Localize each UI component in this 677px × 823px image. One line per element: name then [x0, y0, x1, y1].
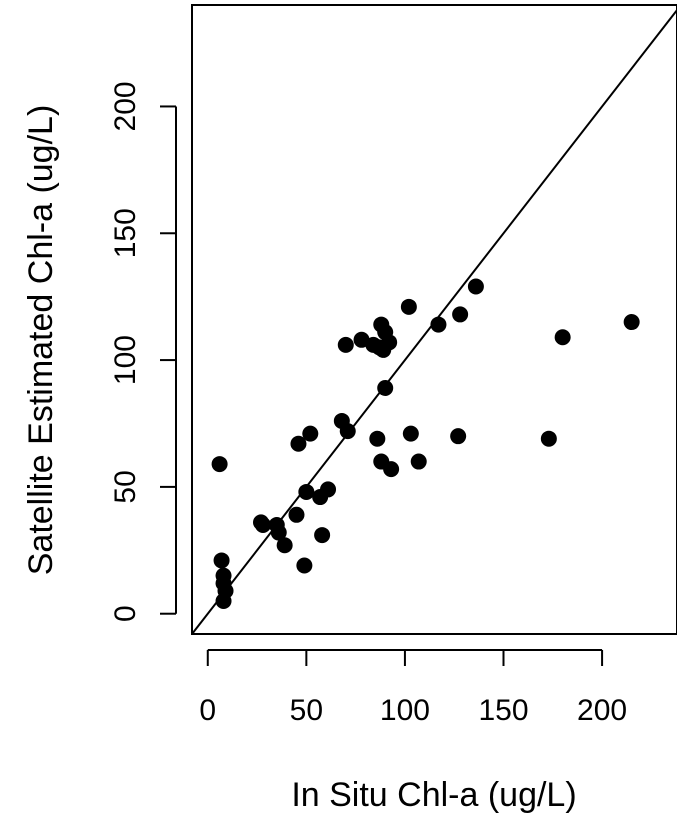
plot-area: [191, 9, 677, 635]
data-point: [400, 298, 417, 315]
data-point: [554, 329, 571, 346]
y-tick-label: 150: [109, 208, 142, 258]
plot-frame: [191, 4, 677, 635]
data-point: [337, 336, 354, 353]
x-tick-label: 200: [577, 694, 627, 727]
x-tick-label: 150: [478, 694, 528, 727]
data-point: [402, 425, 419, 442]
data-point: [314, 527, 331, 544]
data-point: [276, 537, 293, 554]
data-point: [377, 379, 394, 396]
data-point: [450, 428, 467, 445]
data-point: [339, 423, 356, 440]
data-point: [270, 524, 287, 541]
x-axis-title: In Situ Chl-a (ug/L): [291, 776, 576, 814]
data-point: [381, 334, 398, 351]
y-tick-label: 50: [109, 470, 142, 503]
y-tick-label: 0: [109, 605, 142, 622]
data-point: [298, 483, 315, 500]
data-point: [211, 456, 228, 473]
data-point: [290, 435, 307, 452]
y-tick-label: 100: [109, 335, 142, 385]
data-point: [452, 306, 469, 323]
data-point: [410, 453, 427, 470]
data-point: [288, 506, 305, 523]
data-point: [215, 593, 232, 610]
axes: 0 50 100 150 200 0 50 100 150 200: [109, 4, 677, 727]
data-point: [320, 481, 337, 498]
data-point: [302, 425, 319, 442]
data-point: [213, 552, 230, 569]
y-tick-label: 200: [109, 81, 142, 131]
data-point: [430, 316, 447, 333]
data-point: [467, 278, 484, 295]
y-axis-title: Satellite Estimated Chl-a (ug/L): [22, 105, 60, 576]
x-tick-label: 100: [380, 694, 430, 727]
data-point: [254, 516, 271, 533]
x-tick-label: 50: [290, 694, 323, 727]
data-point: [383, 461, 400, 478]
data-point: [296, 557, 313, 574]
data-point: [540, 430, 557, 447]
x-tick-label: 0: [199, 694, 216, 727]
data-point: [623, 314, 640, 331]
data-point: [369, 430, 386, 447]
